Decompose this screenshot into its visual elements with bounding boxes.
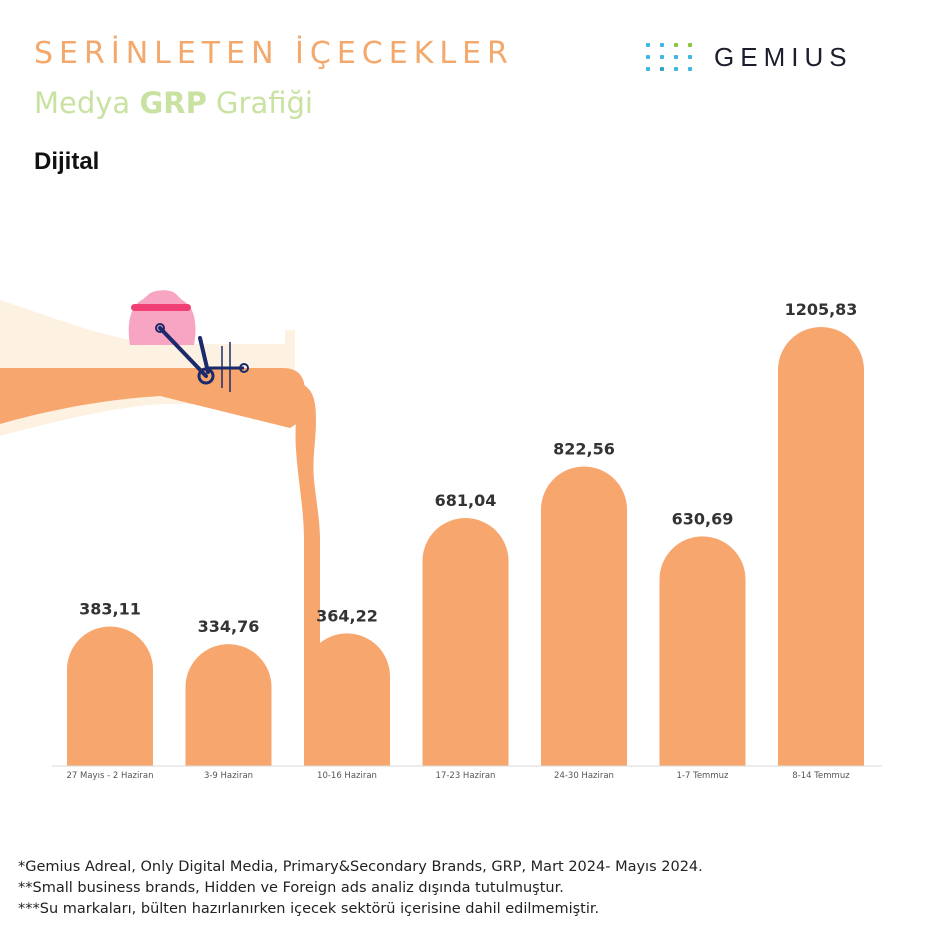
value-label-4: 681,04 xyxy=(435,491,497,510)
x-tick-label-1: 27 Mayıs - 2 Haziran xyxy=(67,771,154,781)
gemius-dots-icon xyxy=(646,43,692,71)
chart-subtitle: Medya GRP Grafiği xyxy=(34,86,313,120)
bar-1 xyxy=(67,626,153,766)
x-tick-label-6: 1-7 Temmuz xyxy=(677,771,730,781)
x-tick-label-3: 10-16 Haziran xyxy=(317,771,377,781)
footnote-1: *Gemius Adreal, Only Digital Media, Prim… xyxy=(18,859,703,875)
subtitle-bold: GRP xyxy=(139,86,207,120)
x-tick-label-7: 8-14 Temmuz xyxy=(792,771,850,781)
bar-chart: 383,11 27 Mayıs - 2 Haziran 334,76 3-9 Hazi… xyxy=(0,290,882,781)
footnote-3: ***Su markaları, bülten hazırlanırken iç… xyxy=(18,901,600,917)
subtitle-post: Grafiği xyxy=(206,86,313,120)
x-tick-label-5: 24-30 Haziran xyxy=(554,771,614,781)
bar-5 xyxy=(541,466,627,766)
bar-3 xyxy=(304,633,390,766)
bar-7 xyxy=(778,327,864,766)
x-tick-label-2: 3-9 Haziran xyxy=(204,771,253,781)
logo-text: GEMIUS xyxy=(714,41,853,72)
bar-6 xyxy=(659,536,746,766)
bag-illustration xyxy=(128,290,249,392)
value-label-7: 1205,83 xyxy=(785,300,858,319)
bar-4 xyxy=(422,518,509,766)
footnote-2: **Small business brands, Hidden ve Forei… xyxy=(18,880,564,896)
bottle-illustration xyxy=(0,300,320,766)
value-label-6: 630,69 xyxy=(672,509,734,528)
value-label-5: 822,56 xyxy=(553,440,615,459)
value-label-3: 364,22 xyxy=(316,606,378,625)
bar-2 xyxy=(185,644,272,766)
subtitle-pre: Medya xyxy=(34,86,140,120)
value-label-2: 334,76 xyxy=(198,617,260,636)
x-tick-label-4: 17-23 Haziran xyxy=(436,771,496,781)
gemius-logo: GEMIUS xyxy=(644,40,853,74)
section-label: Dijital xyxy=(34,148,100,175)
chart-title: SERİNLETEN İÇECEKLER xyxy=(34,36,514,71)
footnotes: *Gemius Adreal, Only Digital Media, Prim… xyxy=(18,857,703,920)
value-label-1: 383,11 xyxy=(79,600,141,619)
